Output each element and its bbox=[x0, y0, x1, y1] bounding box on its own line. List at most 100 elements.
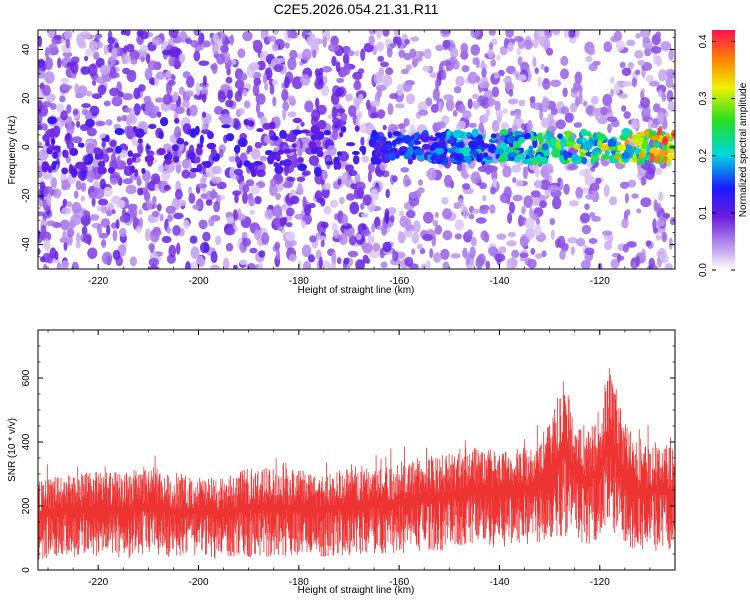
spectrogram-cell bbox=[281, 88, 289, 102]
spectrogram-cell bbox=[103, 44, 109, 55]
spectrogram-cell bbox=[81, 103, 91, 109]
spectrogram-cell bbox=[241, 231, 248, 240]
spectrogram-cell bbox=[89, 214, 100, 221]
signal-band-cell bbox=[407, 158, 413, 165]
spectrogram-cell bbox=[385, 188, 390, 199]
spectrogram-cell bbox=[341, 172, 349, 185]
spectrogram-cell bbox=[505, 30, 514, 38]
spectrogram-cell bbox=[442, 39, 451, 49]
spectrogram-cell bbox=[597, 117, 608, 125]
spectrogram-cell bbox=[214, 106, 224, 115]
spectrogram-cell bbox=[261, 232, 270, 245]
spectrogram-cell bbox=[450, 253, 461, 259]
spectrogram-cell bbox=[550, 229, 556, 240]
spectrogram-cell bbox=[404, 39, 410, 45]
spectrogram-cell bbox=[287, 57, 297, 71]
spectrogram-cell bbox=[470, 236, 477, 247]
signal-band-cell bbox=[314, 167, 322, 177]
spectrogram-cell bbox=[498, 69, 505, 77]
spectrogram-cell bbox=[129, 174, 141, 180]
spectrogram-cell bbox=[463, 170, 468, 180]
spectrogram-cell bbox=[377, 88, 382, 98]
spectrogram-cell bbox=[594, 107, 600, 121]
signal-band-cell bbox=[352, 150, 360, 156]
signal-band-cell bbox=[645, 128, 650, 138]
spectrogram-cell bbox=[641, 174, 647, 186]
spectrogram-cell bbox=[518, 99, 526, 107]
signal-band-cell bbox=[297, 156, 304, 164]
spectrogram-cell bbox=[62, 198, 68, 207]
spectrogram-cell bbox=[530, 190, 541, 199]
signal-band-cell bbox=[129, 165, 136, 174]
spectrogram-cell bbox=[514, 109, 522, 120]
spectrogram-cell bbox=[151, 105, 160, 114]
spectrogram-cell bbox=[296, 176, 306, 182]
spectrogram-cell bbox=[489, 186, 497, 195]
spectrogram-cell bbox=[225, 99, 234, 108]
spectrogram-cell bbox=[668, 237, 673, 250]
spectrogram-cell bbox=[94, 33, 103, 39]
spectrogram-cell bbox=[294, 140, 301, 151]
spectrogram-cell bbox=[323, 205, 332, 215]
spectrogram-cell bbox=[641, 248, 646, 260]
spectrogram-cell bbox=[481, 96, 490, 109]
spectrogram-cell bbox=[225, 76, 233, 84]
spectrogram-cell bbox=[42, 171, 53, 180]
spectrogram-cell bbox=[555, 238, 561, 248]
spectrogram-cell bbox=[38, 58, 45, 68]
signal-band-cell bbox=[528, 148, 533, 158]
spectrogram-cell bbox=[469, 246, 476, 259]
spectrogram-cell bbox=[115, 219, 120, 230]
spectrogram-cell bbox=[555, 119, 566, 130]
signal-band-cell bbox=[292, 129, 303, 135]
spectrogram-frame bbox=[37, 29, 676, 270]
spectrogram-cell bbox=[202, 75, 207, 86]
spectrogram-cell bbox=[249, 184, 261, 195]
spectrogram-cell bbox=[98, 198, 109, 206]
spectrogram-cell bbox=[621, 105, 627, 112]
spectrogram-cell bbox=[350, 183, 357, 190]
spectrogram-cell bbox=[532, 56, 537, 68]
signal-band-cell bbox=[375, 149, 382, 159]
spectrogram-cell bbox=[226, 216, 235, 224]
spectrogram-cell bbox=[66, 123, 75, 135]
spectrogram-cell bbox=[106, 225, 111, 236]
spectrogram-cell bbox=[228, 156, 236, 163]
spectrogram-cell bbox=[494, 253, 506, 262]
signal-band-cell bbox=[471, 128, 479, 138]
spectrogram-cell bbox=[636, 208, 642, 214]
spectrogram-cell bbox=[493, 71, 500, 79]
signal-band-cell bbox=[308, 140, 317, 149]
spectrogram-cell bbox=[249, 247, 258, 254]
spectrogram-cell bbox=[417, 187, 425, 194]
spectrogram-cell bbox=[156, 203, 162, 212]
spectrogram-cell bbox=[181, 169, 190, 179]
spectrogram-cell bbox=[178, 53, 186, 64]
spectrogram-cell bbox=[669, 217, 675, 226]
spectrogram-cell bbox=[585, 193, 595, 200]
spectrogram-cell bbox=[286, 207, 295, 217]
spectrogram-cell bbox=[491, 169, 498, 182]
signal-band-cell bbox=[167, 151, 172, 161]
signal-band-cell bbox=[345, 164, 354, 172]
spectrogram-cell bbox=[398, 230, 402, 243]
signal-band-cell bbox=[621, 152, 631, 160]
signal-band-cell bbox=[421, 143, 431, 150]
spectrogram-cell bbox=[140, 56, 145, 63]
spectrogram-cell bbox=[189, 104, 198, 117]
spectrogram-cell bbox=[609, 196, 618, 206]
spectrogram-cell bbox=[389, 93, 398, 100]
spectrogram-cell bbox=[637, 59, 646, 66]
spectrogram-cell bbox=[538, 200, 548, 209]
spectrogram-cell bbox=[101, 140, 106, 149]
spectrogram-cell bbox=[101, 251, 113, 265]
spectrogram-cell bbox=[193, 93, 205, 100]
spectrogram-cell bbox=[81, 108, 89, 116]
signal-band-cell bbox=[53, 160, 59, 165]
spectrogram-cell bbox=[426, 260, 431, 269]
spectrogram-cell bbox=[304, 100, 314, 113]
spectrogram-cell bbox=[338, 233, 348, 245]
spectrogram-cell bbox=[91, 93, 102, 99]
signal-band-cell bbox=[607, 138, 617, 149]
signal-band-cell bbox=[668, 153, 674, 161]
